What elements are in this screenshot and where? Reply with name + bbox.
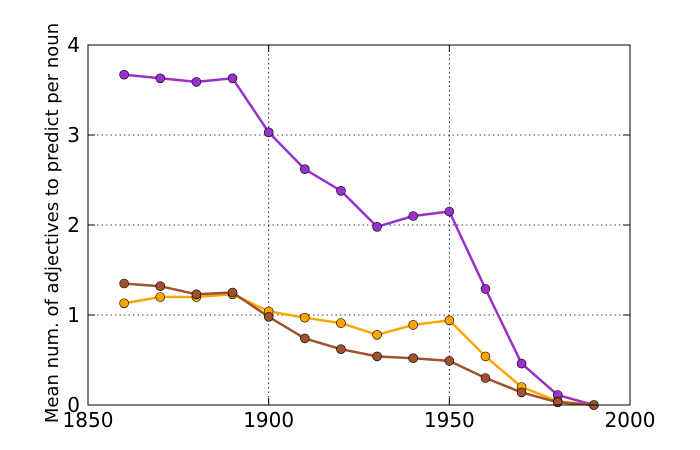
data-point — [119, 278, 129, 289]
x-tick-label: 1950 — [424, 408, 475, 432]
data-point — [516, 358, 527, 369]
y-tick-label: 4 — [67, 33, 80, 57]
data-point — [444, 315, 455, 326]
data-point — [119, 69, 129, 80]
series-2 — [119, 289, 599, 410]
data-point — [263, 311, 274, 322]
y-tick-label: 0 — [67, 393, 80, 417]
series-1 — [119, 69, 599, 410]
series-line — [124, 73, 595, 407]
data-point — [408, 320, 419, 330]
data-point — [444, 206, 455, 217]
x-tick-label: 2000 — [605, 408, 656, 432]
data-point — [336, 344, 346, 355]
data-point — [408, 211, 419, 221]
data-point — [336, 318, 346, 328]
y-axis-label: Mean num. of adjectives to predict per n… — [42, 23, 63, 423]
data-point — [155, 281, 166, 292]
data-point — [227, 73, 238, 84]
data-point — [299, 333, 310, 344]
series-3 — [119, 278, 599, 410]
series-line — [123, 293, 594, 407]
y-tick-label: 2 — [67, 213, 80, 237]
data-point — [191, 77, 202, 87]
data-point — [336, 186, 346, 196]
data-point — [155, 73, 166, 84]
data-point — [155, 292, 166, 302]
data-point — [227, 287, 238, 298]
grid-lines — [88, 45, 630, 405]
data-point — [444, 356, 455, 366]
axis-ticks: 1850 1900 1950 2000 0 1 2 3 4 — [63, 33, 656, 432]
data-point — [119, 298, 129, 309]
data-point — [372, 351, 382, 362]
data-point — [480, 284, 491, 294]
data-point — [299, 164, 310, 174]
data-point — [263, 127, 274, 138]
x-tick-label: 1850 — [63, 408, 114, 432]
data-point — [480, 373, 491, 383]
data-point — [408, 353, 419, 364]
data-point — [372, 222, 382, 232]
data-point — [299, 312, 310, 323]
x-tick-label: 1900 — [243, 408, 294, 432]
data-point — [480, 351, 491, 362]
y-tick-label: 1 — [67, 303, 80, 327]
series-layer — [119, 69, 599, 410]
data-point — [372, 329, 382, 340]
data-point — [516, 387, 527, 398]
y-tick-label: 3 — [67, 123, 80, 147]
data-point — [191, 289, 202, 300]
series-line — [124, 282, 594, 407]
